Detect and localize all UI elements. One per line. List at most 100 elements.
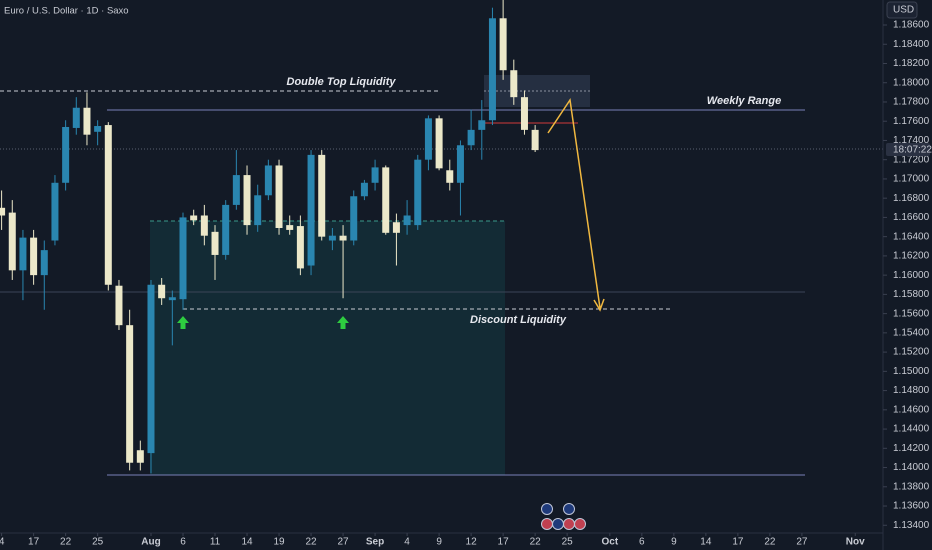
candle-body bbox=[531, 129, 539, 151]
y-tick-label: 1.18000 bbox=[893, 77, 930, 88]
candle-body bbox=[158, 284, 166, 299]
candles bbox=[0, 0, 539, 474]
y-tick-label: 1.15800 bbox=[893, 289, 930, 300]
candle-body bbox=[0, 207, 6, 216]
x-tick-label: 22 bbox=[764, 537, 776, 548]
y-tick-label: 1.17000 bbox=[893, 174, 930, 185]
up-arrow-icon bbox=[337, 316, 349, 329]
y-tick-label: 1.18400 bbox=[893, 39, 930, 50]
candle-body bbox=[232, 175, 240, 205]
x-tick-label: 11 bbox=[210, 537, 221, 548]
candle-body bbox=[382, 167, 390, 233]
y-tick-label: 1.14600 bbox=[893, 404, 930, 415]
candle-body bbox=[136, 450, 144, 463]
y-tick-label: 1.14800 bbox=[893, 385, 930, 396]
candle-body bbox=[403, 215, 411, 226]
chart-title: Euro / U.S. Dollar · 1D · Saxo bbox=[4, 6, 129, 17]
currency-label: USD bbox=[893, 5, 914, 16]
x-tick-label: 14 bbox=[241, 537, 253, 548]
x-tick-label: 17 bbox=[732, 537, 744, 548]
annotation: Discount Liquidity bbox=[470, 314, 567, 326]
candle-body bbox=[211, 231, 219, 255]
y-tick-label: 1.15200 bbox=[893, 347, 930, 358]
candle-body bbox=[254, 195, 262, 226]
event-icon bbox=[563, 503, 575, 515]
x-tick-label: Aug bbox=[141, 537, 160, 548]
event-icon bbox=[574, 518, 586, 530]
y-tick-label: 1.17400 bbox=[893, 135, 930, 146]
candle-body bbox=[499, 18, 507, 71]
y-tick-label: 1.14200 bbox=[893, 443, 930, 454]
candle-body bbox=[51, 182, 59, 241]
candle-body bbox=[360, 182, 368, 197]
candle-body bbox=[296, 226, 304, 269]
candle-body bbox=[478, 120, 486, 130]
y-tick-label: 1.16000 bbox=[893, 270, 930, 281]
candle-body bbox=[392, 222, 400, 233]
candle-body bbox=[350, 196, 358, 241]
y-tick-label: 1.17600 bbox=[893, 116, 930, 127]
discount-zone bbox=[150, 221, 505, 475]
candle-body bbox=[126, 325, 134, 463]
x-tick-label: 27 bbox=[338, 537, 350, 548]
candle-body bbox=[446, 170, 454, 183]
candle-body bbox=[286, 225, 294, 230]
candle-body bbox=[243, 175, 251, 226]
y-tick-label: 1.14400 bbox=[893, 424, 930, 435]
y-axis: 1.13400 1.13600 1.13800 1.14000 1.14200 1.144… bbox=[883, 20, 930, 531]
y-tick-label: 1.15000 bbox=[893, 366, 930, 377]
x-tick-label: 22 bbox=[305, 537, 317, 548]
x-tick-label: 4 bbox=[0, 537, 5, 548]
candle-body bbox=[435, 118, 443, 169]
annotation: Weekly Range bbox=[707, 95, 781, 107]
y-tick-label: 1.16400 bbox=[893, 231, 930, 242]
candle-body bbox=[190, 215, 198, 221]
candle-body bbox=[371, 167, 379, 183]
x-tick-label: Nov bbox=[846, 537, 865, 548]
candle-body bbox=[467, 129, 475, 146]
event-icon bbox=[552, 518, 564, 530]
arrow-head bbox=[593, 298, 605, 312]
event-icons bbox=[541, 503, 586, 530]
event-icon bbox=[541, 503, 553, 515]
x-tick-label: 14 bbox=[700, 537, 712, 548]
y-tick-label: 1.15400 bbox=[893, 328, 930, 339]
candle-body bbox=[222, 204, 230, 255]
candle-body bbox=[62, 126, 70, 183]
y-tick-label: 1.13800 bbox=[893, 481, 930, 492]
event-icon bbox=[563, 518, 575, 530]
candle-body bbox=[83, 107, 91, 135]
candle-body bbox=[318, 154, 326, 237]
candle-body bbox=[72, 107, 80, 128]
candle-body bbox=[19, 237, 27, 271]
x-tick-label: 25 bbox=[92, 537, 104, 548]
y-tick-label: 1.15600 bbox=[893, 308, 930, 319]
candle-body bbox=[307, 154, 315, 266]
x-tick-label: Oct bbox=[601, 537, 618, 548]
candle-body bbox=[275, 165, 283, 228]
x-tick-label: 12 bbox=[466, 537, 478, 548]
y-tick-label: 1.17800 bbox=[893, 97, 930, 108]
candle-body bbox=[115, 285, 123, 326]
x-tick-label: 22 bbox=[60, 537, 72, 548]
x-tick-label: 25 bbox=[562, 537, 574, 548]
x-tick-label: 9 bbox=[436, 537, 442, 548]
x-tick-label: 6 bbox=[180, 537, 186, 548]
candle-body bbox=[339, 235, 347, 241]
candle-body bbox=[520, 97, 528, 130]
y-tick-label: 1.13400 bbox=[893, 520, 930, 531]
x-tick-label: 27 bbox=[796, 537, 808, 548]
x-tick-label: 17 bbox=[498, 537, 510, 548]
y-tick-label: 1.16800 bbox=[893, 193, 930, 204]
x-tick-label: Sep bbox=[366, 537, 384, 548]
candle-body bbox=[510, 70, 518, 98]
candle-body bbox=[94, 126, 102, 132]
y-tick-label: 1.16600 bbox=[893, 212, 930, 223]
up-arrow-icon bbox=[177, 316, 189, 329]
candle-body bbox=[30, 237, 38, 276]
candle-body bbox=[8, 212, 16, 271]
candle-body bbox=[328, 235, 336, 241]
x-tick-label: 17 bbox=[28, 537, 40, 548]
